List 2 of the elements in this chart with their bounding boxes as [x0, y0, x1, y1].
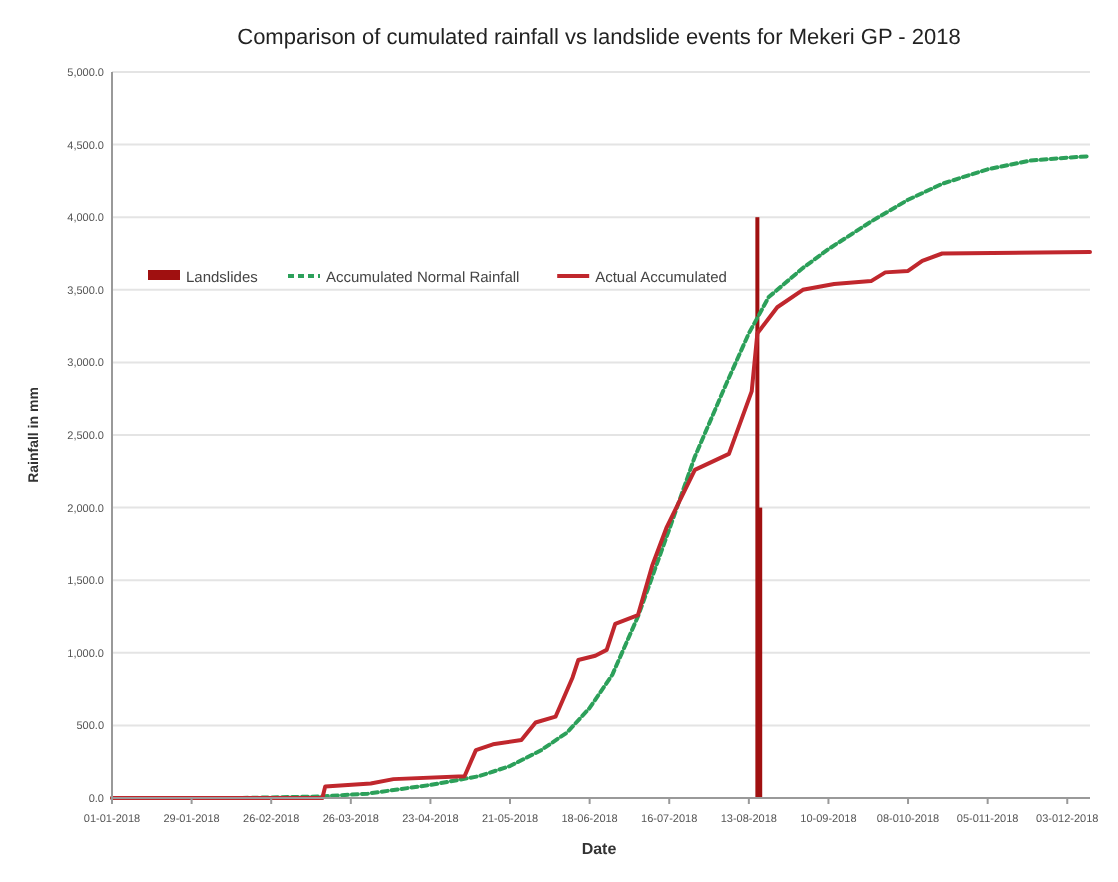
x-axis-title: Date: [581, 840, 618, 858]
chart-title: Comparison of cumulated rainfall vs landslide events for Mekeri GP - 2018: [237, 26, 961, 50]
